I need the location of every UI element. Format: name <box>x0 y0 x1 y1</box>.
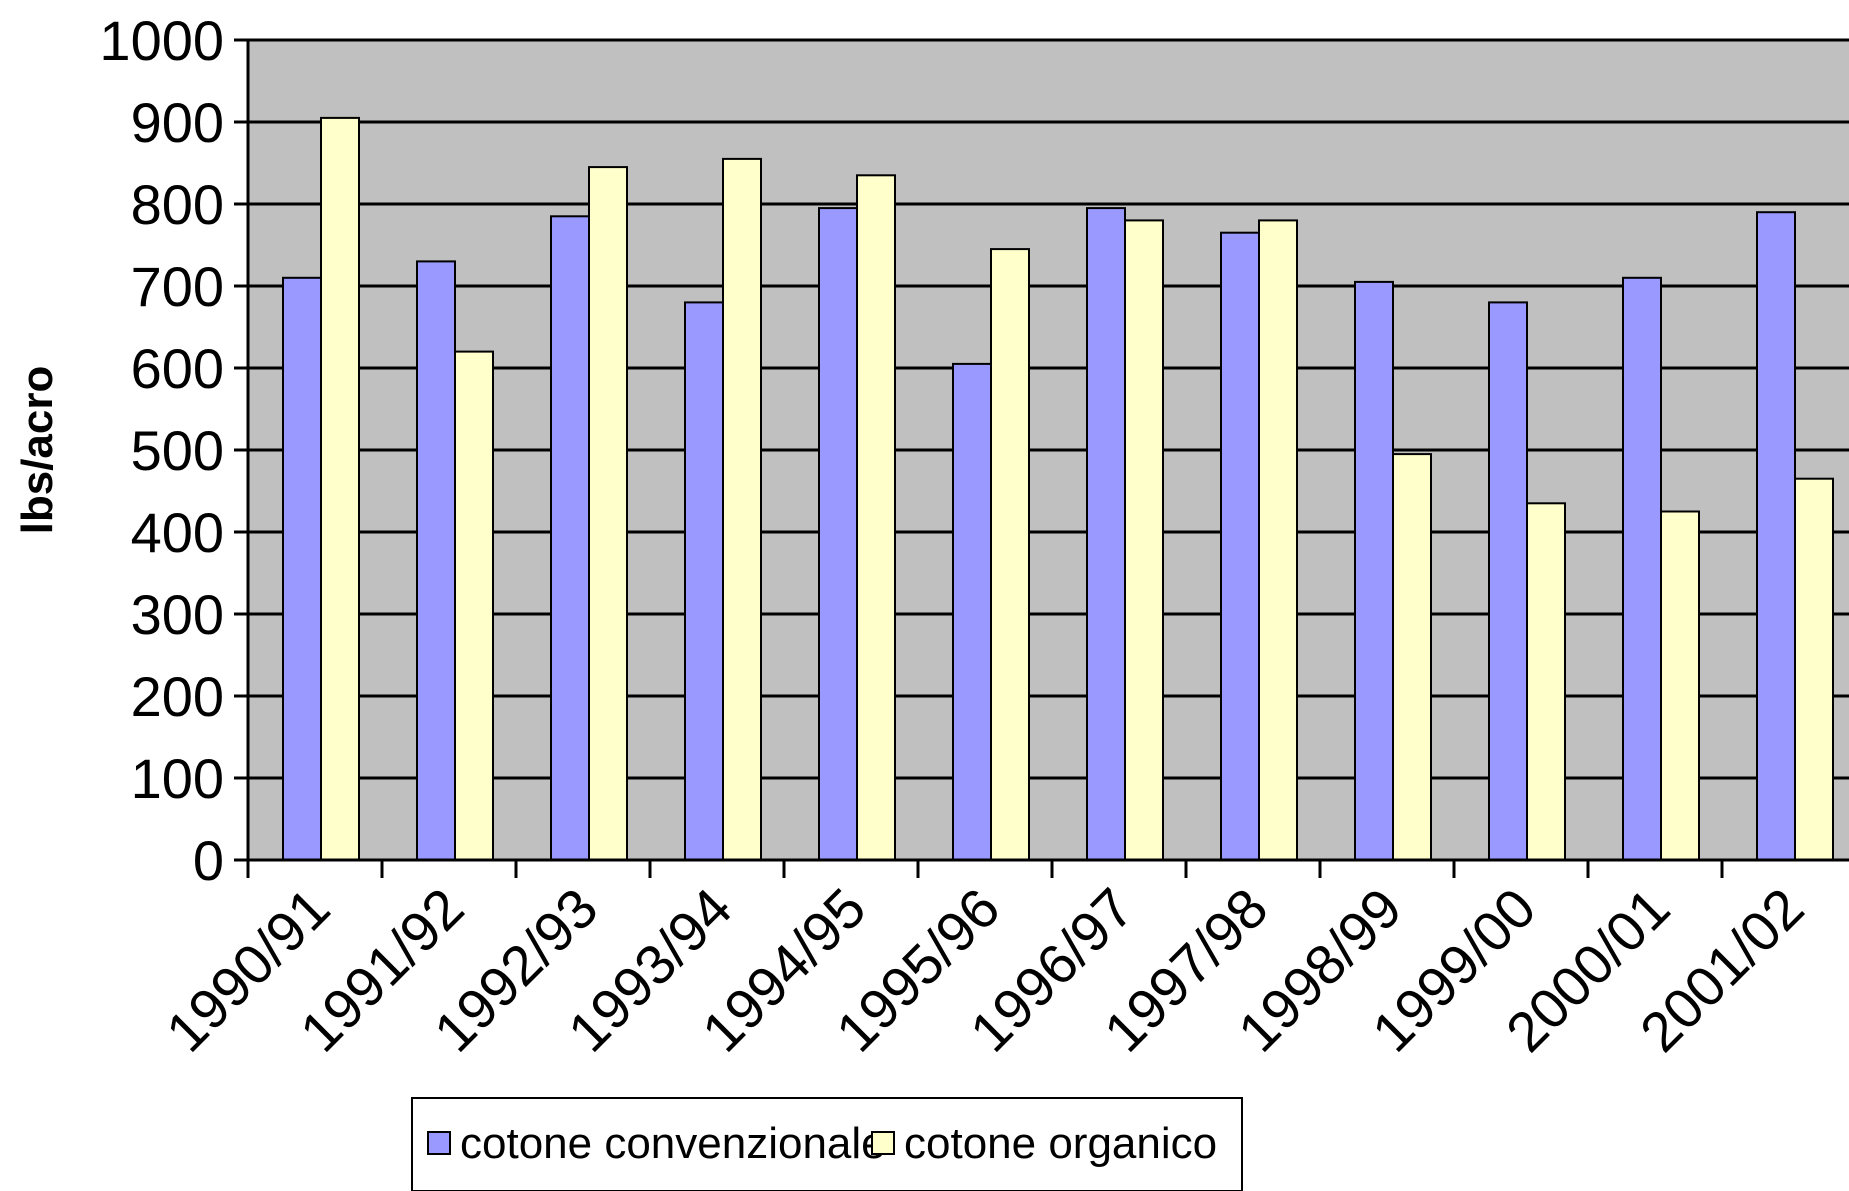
bar-convenzionale-2000/01 <box>1622 276 1662 861</box>
bar-organico-1996/97 <box>1124 219 1164 861</box>
legend: cotone convenzionale cotone organico <box>411 1097 1243 1191</box>
y-tick-label: 800 <box>131 173 224 236</box>
bar-convenzionale-1995/96 <box>952 362 992 861</box>
y-tick-label: 500 <box>131 419 224 482</box>
bar-convenzionale-1998/99 <box>1354 280 1394 861</box>
bar-organico-1992/93 <box>588 166 628 862</box>
legend-swatch-cotone-convenzionale <box>427 1131 451 1155</box>
bar-organico-2000/01 <box>1660 510 1700 861</box>
bar-organico-1995/96 <box>990 248 1030 862</box>
y-tick-label: 300 <box>131 583 224 646</box>
y-tick-label: 200 <box>131 665 224 728</box>
bar-convenzionale-1992/93 <box>550 215 590 862</box>
bar-convenzionale-1999/00 <box>1488 301 1528 861</box>
bar-organico-1997/98 <box>1258 219 1298 861</box>
bar-convenzionale-2001/02 <box>1756 211 1796 861</box>
y-tick-label: 900 <box>131 91 224 154</box>
bar-convenzionale-1994/95 <box>818 207 858 862</box>
y-tick-label: 600 <box>131 337 224 400</box>
y-tick-label: 0 <box>193 829 224 892</box>
bar-organico-1998/99 <box>1392 453 1432 861</box>
legend-label-cotone-convenzionale: cotone convenzionale <box>460 1119 886 1168</box>
y-axis-title: lbs/acro <box>13 366 62 535</box>
bar-organico-2001/02 <box>1794 477 1834 861</box>
y-tick-label: 100 <box>131 747 224 810</box>
legend-label-cotone-organico: cotone organico <box>904 1119 1217 1168</box>
bar-convenzionale-1996/97 <box>1086 207 1126 862</box>
bar-organico-1993/94 <box>722 157 762 861</box>
y-tick-label: 1000 <box>99 9 224 72</box>
legend-box <box>411 1097 1243 1191</box>
bar-convenzionale-1990/91 <box>282 276 322 861</box>
bar-organico-1990/91 <box>320 116 360 861</box>
bar-organico-1999/00 <box>1526 502 1566 861</box>
y-tick-label: 400 <box>131 501 224 564</box>
y-tick-label: 700 <box>131 255 224 318</box>
bar-organico-1994/95 <box>856 174 896 862</box>
bar-organico-1991/92 <box>454 350 494 861</box>
bar-convenzionale-1991/92 <box>416 260 456 861</box>
bar-convenzionale-1993/94 <box>684 301 724 861</box>
bar-convenzionale-1997/98 <box>1220 231 1260 861</box>
legend-swatch-cotone-organico <box>871 1131 895 1155</box>
